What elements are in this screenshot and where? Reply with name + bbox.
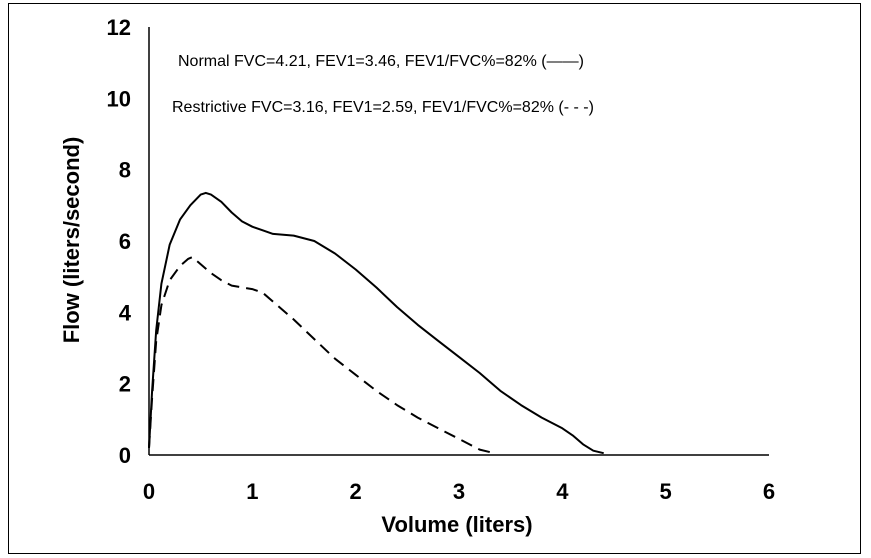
y-tick-label: 6 — [119, 229, 131, 254]
y-tick-label: 2 — [119, 372, 131, 397]
series-line-normal — [148, 191, 604, 455]
x-tick-label: 3 — [453, 479, 465, 504]
x-tick-label: 1 — [246, 479, 258, 504]
x-tick-label: 5 — [660, 479, 672, 504]
series-lines — [148, 191, 604, 455]
x-tick-label: 2 — [350, 479, 362, 504]
x-axis-label: Volume (liters) — [381, 512, 532, 537]
y-tick-labels: 0 2 4 6 8 10 12 — [107, 15, 132, 468]
chart-frame — [8, 3, 861, 554]
y-tick-label: 4 — [119, 300, 132, 325]
y-tick-label: 12 — [107, 15, 131, 40]
axes — [148, 27, 769, 456]
series-line-restrictive — [148, 256, 491, 454]
y-tick-label: 8 — [119, 158, 131, 183]
annotation-normal: Normal FVC=4.21, FEV1=3.46, FEV1/FVC%=82… — [178, 53, 584, 70]
x-tick-label: 0 — [143, 479, 155, 504]
x-tick-label: 4 — [556, 479, 569, 504]
annotation-restrictive: Restrictive FVC=3.16, FEV1=2.59, FEV1/FV… — [172, 99, 594, 116]
y-tick-label: 10 — [107, 86, 131, 111]
x-tick-label: 6 — [763, 479, 775, 504]
y-axis-label: Flow (liters/second) — [59, 137, 84, 344]
y-tick-label: 0 — [119, 443, 131, 468]
x-tick-labels: 0 1 2 3 4 5 6 — [143, 479, 775, 504]
